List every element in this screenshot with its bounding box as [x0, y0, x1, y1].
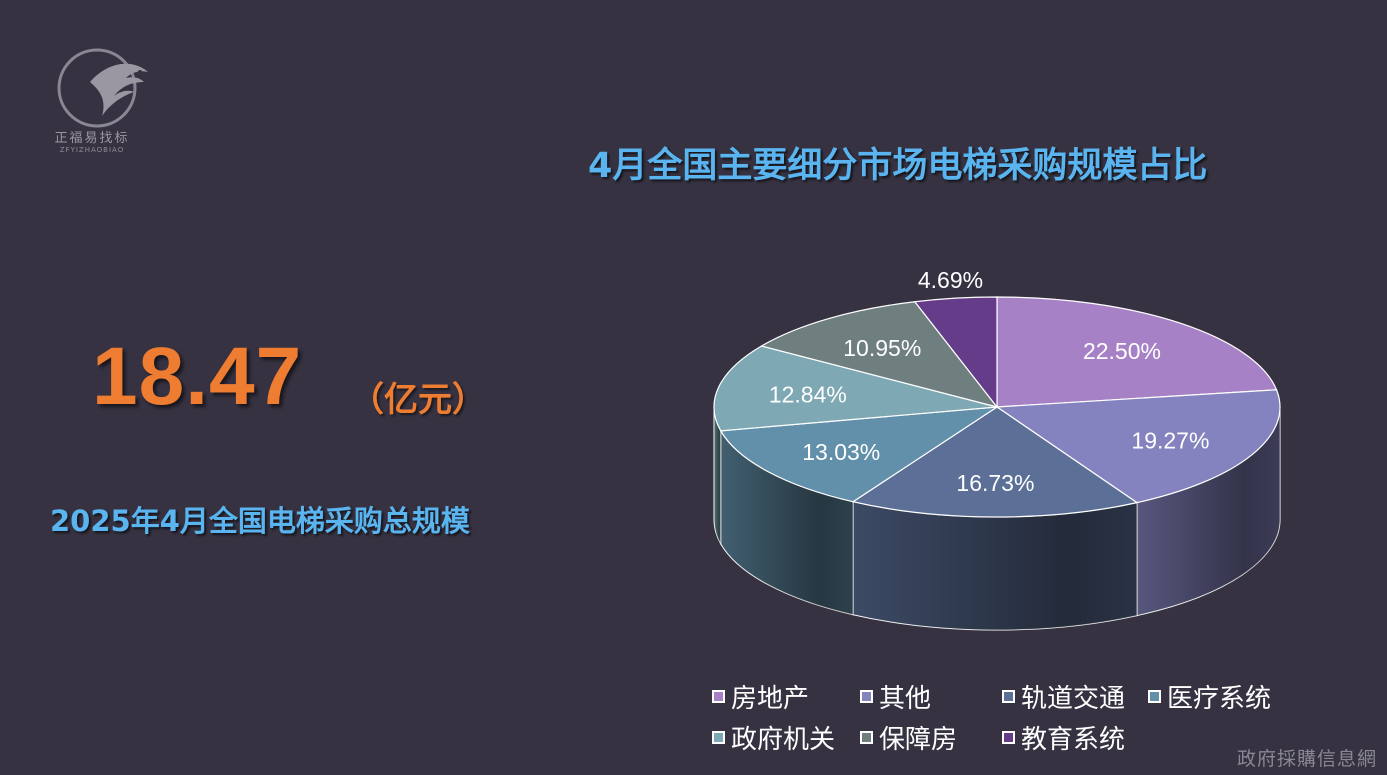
legend-swatch [860, 690, 873, 703]
legend-item: 房地产 [712, 678, 809, 715]
legend-label: 保障房 [879, 725, 958, 755]
pie-slice-3 [851, 406, 1139, 518]
pie-label-6: 10.95% [843, 335, 921, 361]
legend-item: 教育系统 [1002, 719, 1125, 756]
pie-label-3: 16.73% [956, 470, 1034, 496]
pie-slice-1 [996, 296, 1278, 408]
pie-side-shade-5 [714, 407, 721, 544]
pie-label-2: 19.27% [1131, 427, 1209, 453]
logo-subtitle: ZFYIZHAOBIAO [59, 146, 125, 154]
legend-label: 其他 [879, 684, 932, 714]
total-unit: （亿元） [350, 380, 486, 420]
pie-label-5: 12.84% [769, 381, 847, 407]
pie-side-shade-4 [720, 430, 854, 615]
pie-side-shade-2 [1136, 407, 1280, 616]
total-caption: 2025年4月全国电梯采购总规模 [50, 504, 470, 538]
legend-item: 保障房 [860, 719, 957, 756]
pie-slice-2 [995, 389, 1281, 504]
total-value: 18.47 [92, 331, 303, 422]
legend-label: 轨道交通 [1021, 684, 1126, 714]
watermark: 政府採購信息網 [1236, 748, 1377, 770]
legend-swatch [1148, 690, 1161, 703]
pie-slice-6 [759, 301, 999, 409]
chart-title: 4月全国主要细分市场电梯采购规模占比 [588, 146, 1208, 186]
pie-slice-4 [719, 406, 998, 503]
legend-item: 轨道交通 [1002, 678, 1125, 715]
pie-slice-7 [913, 296, 998, 409]
legend-label: 政府机关 [731, 725, 836, 755]
legend-swatch [712, 690, 725, 703]
legend-label: 教育系统 [1021, 725, 1126, 755]
legend-label: 医疗系统 [1167, 684, 1272, 714]
legend-swatch [1002, 731, 1015, 744]
pie-label-7: 4.69% [918, 267, 983, 293]
legend-swatch [860, 731, 873, 744]
legend-item: 政府机关 [712, 719, 835, 756]
logo-icon [57, 48, 148, 128]
logo-name: 正福易找标 [54, 131, 130, 146]
pie-label-4: 13.03% [802, 439, 880, 465]
pie-slice-5 [713, 345, 998, 432]
pie-side-shade-3 [853, 501, 1137, 630]
legend-swatch [712, 731, 725, 744]
legend-item: 医疗系统 [1148, 678, 1271, 715]
legend-item: 其他 [860, 678, 931, 715]
legend-label: 房地产 [731, 684, 810, 714]
legend-swatch [1002, 690, 1015, 703]
pie-label-1: 22.50% [1083, 338, 1161, 364]
